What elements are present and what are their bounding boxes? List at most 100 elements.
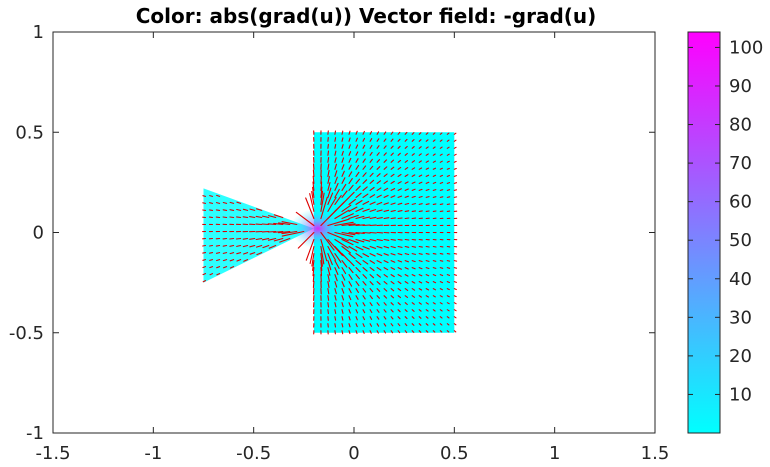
colorbar-tick-label: 80 bbox=[729, 115, 752, 136]
vector-arrow bbox=[215, 209, 221, 211]
vector-arrow bbox=[383, 288, 388, 292]
vector-arrow bbox=[411, 160, 416, 163]
vector-arrow bbox=[362, 238, 371, 242]
vector-arrow bbox=[327, 143, 329, 149]
vector-arrow bbox=[255, 237, 263, 241]
vector-arrow bbox=[312, 281, 315, 289]
vector-arrow bbox=[334, 137, 337, 142]
vector-arrow bbox=[453, 189, 458, 191]
vector-arrow bbox=[397, 288, 402, 292]
vector-arrow bbox=[369, 194, 376, 198]
vector-arrow bbox=[425, 245, 430, 248]
vector-arrow bbox=[348, 214, 359, 220]
vector-arrow bbox=[348, 267, 354, 274]
vector-arrow bbox=[334, 267, 339, 276]
vector-arrow bbox=[383, 209, 390, 212]
vector-arrow bbox=[348, 245, 358, 252]
vector-arrow bbox=[411, 245, 417, 248]
vector-arrow bbox=[341, 260, 348, 268]
vector-arrow bbox=[273, 222, 284, 226]
vector-arrow bbox=[446, 295, 450, 298]
vector-arrow bbox=[327, 181, 331, 191]
vector-arrow bbox=[327, 267, 331, 276]
vector-arrow bbox=[425, 153, 429, 156]
vector-arrow bbox=[376, 316, 380, 320]
vector-arrow bbox=[404, 288, 409, 291]
vector-arrow bbox=[397, 145, 401, 149]
vector-arrow bbox=[341, 223, 356, 227]
vector-arrow bbox=[418, 174, 423, 177]
vector-arrow bbox=[453, 175, 457, 177]
x-tick-label: 1.5 bbox=[641, 443, 670, 464]
vector-arrow bbox=[376, 253, 383, 257]
vector-arrow bbox=[327, 163, 330, 170]
vector-arrow bbox=[355, 302, 359, 307]
vector-arrow bbox=[453, 146, 457, 149]
vector-arrow bbox=[215, 202, 221, 204]
vector-arrow bbox=[390, 316, 394, 320]
vector-arrow bbox=[369, 316, 373, 320]
colorbar-tick-label: 30 bbox=[729, 307, 752, 328]
vector-arrow bbox=[348, 316, 351, 321]
vector-arrow bbox=[362, 288, 367, 293]
vector-arrow bbox=[432, 295, 436, 298]
vector-arrow bbox=[334, 170, 338, 177]
vector-arrow bbox=[439, 323, 443, 326]
vector-arrow bbox=[418, 260, 423, 263]
vector-arrow bbox=[439, 281, 444, 284]
vector-arrow bbox=[334, 260, 340, 269]
vector-arrow bbox=[369, 201, 376, 205]
vector-arrow bbox=[348, 302, 352, 307]
vector-arrow bbox=[453, 139, 457, 142]
vector-arrow bbox=[267, 237, 277, 241]
vector-arrow bbox=[418, 195, 423, 198]
vector-arrow bbox=[397, 188, 402, 191]
vector-arrow bbox=[397, 202, 403, 205]
vector-arrow bbox=[383, 187, 389, 191]
vector-arrow bbox=[390, 138, 394, 142]
vector-arrow bbox=[432, 196, 437, 198]
vector-arrow bbox=[341, 197, 350, 205]
vector-arrow bbox=[390, 173, 395, 177]
vector-arrow bbox=[341, 295, 345, 301]
vector-arrow bbox=[453, 196, 458, 198]
vector-arrow bbox=[362, 281, 367, 286]
vector-arrow bbox=[222, 244, 228, 247]
vector-arrow bbox=[432, 302, 436, 305]
vector-arrow bbox=[446, 330, 450, 333]
vector-arrow bbox=[376, 180, 382, 184]
x-tick-label: 1 bbox=[549, 443, 560, 464]
vector-arrow bbox=[334, 316, 337, 321]
vector-arrow bbox=[432, 316, 436, 319]
colorbar-tick-label: 10 bbox=[729, 384, 752, 405]
vector-arrow bbox=[432, 203, 437, 205]
vector-arrow bbox=[348, 171, 353, 177]
vector-arrow bbox=[397, 260, 403, 263]
vector-arrow bbox=[397, 245, 403, 248]
vector-arrow bbox=[439, 139, 443, 142]
vector-arrow bbox=[383, 202, 389, 205]
vector-arrow bbox=[202, 202, 207, 204]
vector-arrow bbox=[390, 145, 394, 149]
vector-arrow bbox=[425, 181, 430, 184]
vector-arrow bbox=[362, 309, 366, 314]
vector-arrow bbox=[229, 237, 235, 240]
vector-arrow bbox=[446, 182, 451, 184]
vector-arrow bbox=[411, 210, 417, 212]
vector-arrow bbox=[432, 153, 436, 156]
vector-arrow bbox=[362, 224, 371, 227]
vector-arrow bbox=[411, 253, 416, 255]
vector-arrow bbox=[425, 188, 430, 191]
vector-arrow bbox=[390, 295, 395, 299]
vector-arrow bbox=[411, 195, 416, 198]
vector-arrow bbox=[369, 288, 374, 293]
colorbar-tick-label: 90 bbox=[729, 76, 752, 97]
vector-arrow bbox=[355, 178, 361, 184]
vector-arrow bbox=[348, 198, 356, 205]
vector-arrow bbox=[369, 158, 373, 163]
vector-arrow bbox=[255, 208, 263, 211]
vector-arrow bbox=[222, 201, 228, 204]
vector-arrow bbox=[355, 224, 365, 227]
vector-arrow bbox=[334, 150, 337, 156]
